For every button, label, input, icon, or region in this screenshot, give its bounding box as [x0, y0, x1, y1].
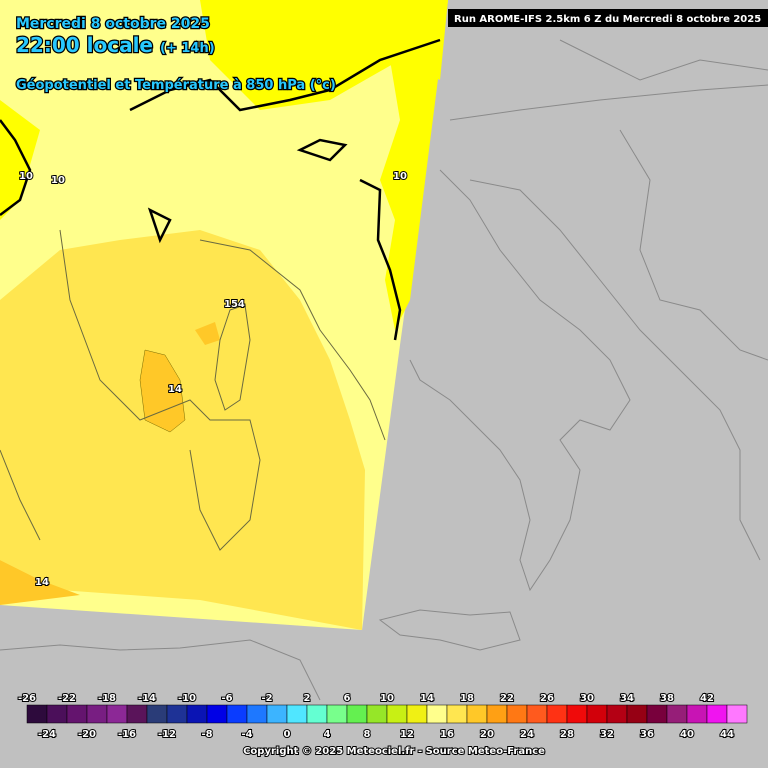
legend-swatch — [26, 704, 48, 724]
contour-label: 14 — [35, 577, 49, 588]
legend-label: 26 — [540, 693, 554, 704]
legend-label: -24 — [38, 729, 56, 740]
legend-label: -18 — [98, 693, 116, 704]
legend-label: 34 — [620, 693, 634, 704]
legend-swatch — [206, 704, 228, 724]
legend-label: -14 — [138, 693, 156, 704]
run-label: Run AROME-IFS 2.5km 6 Z du Mercredi 8 oc… — [454, 14, 761, 25]
legend-swatch — [646, 704, 668, 724]
legend-swatch — [526, 704, 548, 724]
legend-label: 30 — [580, 693, 594, 704]
legend-label: -4 — [241, 729, 252, 740]
legend-swatch — [706, 704, 728, 724]
legend-label: 28 — [560, 729, 574, 740]
copyright: Copyright © 2025 Meteociel.fr - Source M… — [243, 746, 545, 757]
temp-area — [139, 349, 186, 433]
temp-area — [0, 560, 80, 605]
legend-swatch — [326, 704, 348, 724]
legend-label: -22 — [58, 693, 76, 704]
legend-label: -20 — [78, 729, 96, 740]
legend-swatch — [306, 704, 328, 724]
header-time: 22:00 locale — [16, 33, 153, 57]
legend-label: -8 — [201, 729, 212, 740]
legend-swatch — [566, 704, 588, 724]
legend-label: 0 — [284, 729, 291, 740]
legend-swatch — [426, 704, 448, 724]
legend: -26-24-22-20-18-16-14-12-10-8-6-4-202468… — [17, 692, 748, 741]
legend-swatch — [466, 704, 488, 724]
legend-label: 10 — [380, 693, 394, 704]
legend-swatch — [386, 704, 408, 724]
legend-swatch — [686, 704, 708, 724]
legend-swatch — [266, 704, 288, 724]
legend-swatch — [366, 704, 388, 724]
legend-label: -6 — [221, 693, 232, 704]
temp-area — [195, 322, 220, 345]
legend-swatch — [286, 704, 308, 724]
legend-swatch — [726, 704, 748, 724]
legend-swatch — [106, 704, 128, 724]
contour-label: 154 — [224, 299, 245, 310]
legend-swatch — [226, 704, 248, 724]
legend-label: -26 — [18, 693, 36, 704]
coastlines — [0, 229, 386, 551]
legend-swatch — [246, 704, 268, 724]
borders — [0, 39, 768, 701]
legend-label: 36 — [640, 729, 654, 740]
header-date: Mercredi 8 octobre 2025 — [16, 16, 210, 32]
legend-label: 18 — [460, 693, 474, 704]
legend-label: 38 — [660, 693, 674, 704]
contour-label: 10 — [393, 171, 407, 182]
legend-label: -10 — [178, 693, 196, 704]
legend-swatch — [666, 704, 688, 724]
legend-label: -12 — [158, 729, 176, 740]
warm-band — [200, 0, 448, 110]
legend-swatch — [186, 704, 208, 724]
legend-label: 4 — [324, 729, 331, 740]
legend-swatch — [546, 704, 568, 724]
legend-label: 40 — [680, 729, 694, 740]
legend-label: 12 — [400, 729, 414, 740]
legend-label: 20 — [480, 729, 494, 740]
legend-swatch — [586, 704, 608, 724]
header-offset: (+ 14h) — [160, 41, 215, 56]
legend-label: 8 — [364, 729, 371, 740]
legend-swatch — [346, 704, 368, 724]
legend-swatch — [446, 704, 468, 724]
legend-swatch — [626, 704, 648, 724]
legend-swatch — [146, 704, 168, 724]
legend-label: 16 — [440, 729, 454, 740]
legend-label: 42 — [700, 693, 714, 704]
legend-label: -16 — [118, 729, 136, 740]
isotherms — [0, 38, 441, 341]
legend-label: 32 — [600, 729, 614, 740]
contour-label: 14 — [168, 384, 182, 395]
legend-swatch — [166, 704, 188, 724]
legend-label: 6 — [344, 693, 351, 704]
legend-swatch — [406, 704, 428, 724]
warm-band — [380, 0, 448, 330]
legend-swatch — [86, 704, 108, 724]
legend-swatch — [66, 704, 88, 724]
temp-area — [0, 230, 365, 630]
legend-swatch — [46, 704, 68, 724]
contour-label: 10 — [51, 175, 65, 186]
legend-label: 22 — [500, 693, 514, 704]
legend-swatch — [606, 704, 628, 724]
legend-label: 14 — [420, 693, 434, 704]
run-bar — [448, 9, 768, 27]
header-field: Géopotentiel et Température à 850 hPa (°… — [16, 78, 336, 93]
contour-label: 10 — [19, 171, 33, 182]
legend-label: 44 — [720, 729, 734, 740]
legend-swatch — [126, 704, 148, 724]
legend-label: -2 — [261, 693, 272, 704]
legend-swatch — [506, 704, 528, 724]
warm-band — [0, 100, 40, 220]
legend-label: 24 — [520, 729, 534, 740]
legend-label: 2 — [304, 693, 311, 704]
legend-swatch — [486, 704, 508, 724]
